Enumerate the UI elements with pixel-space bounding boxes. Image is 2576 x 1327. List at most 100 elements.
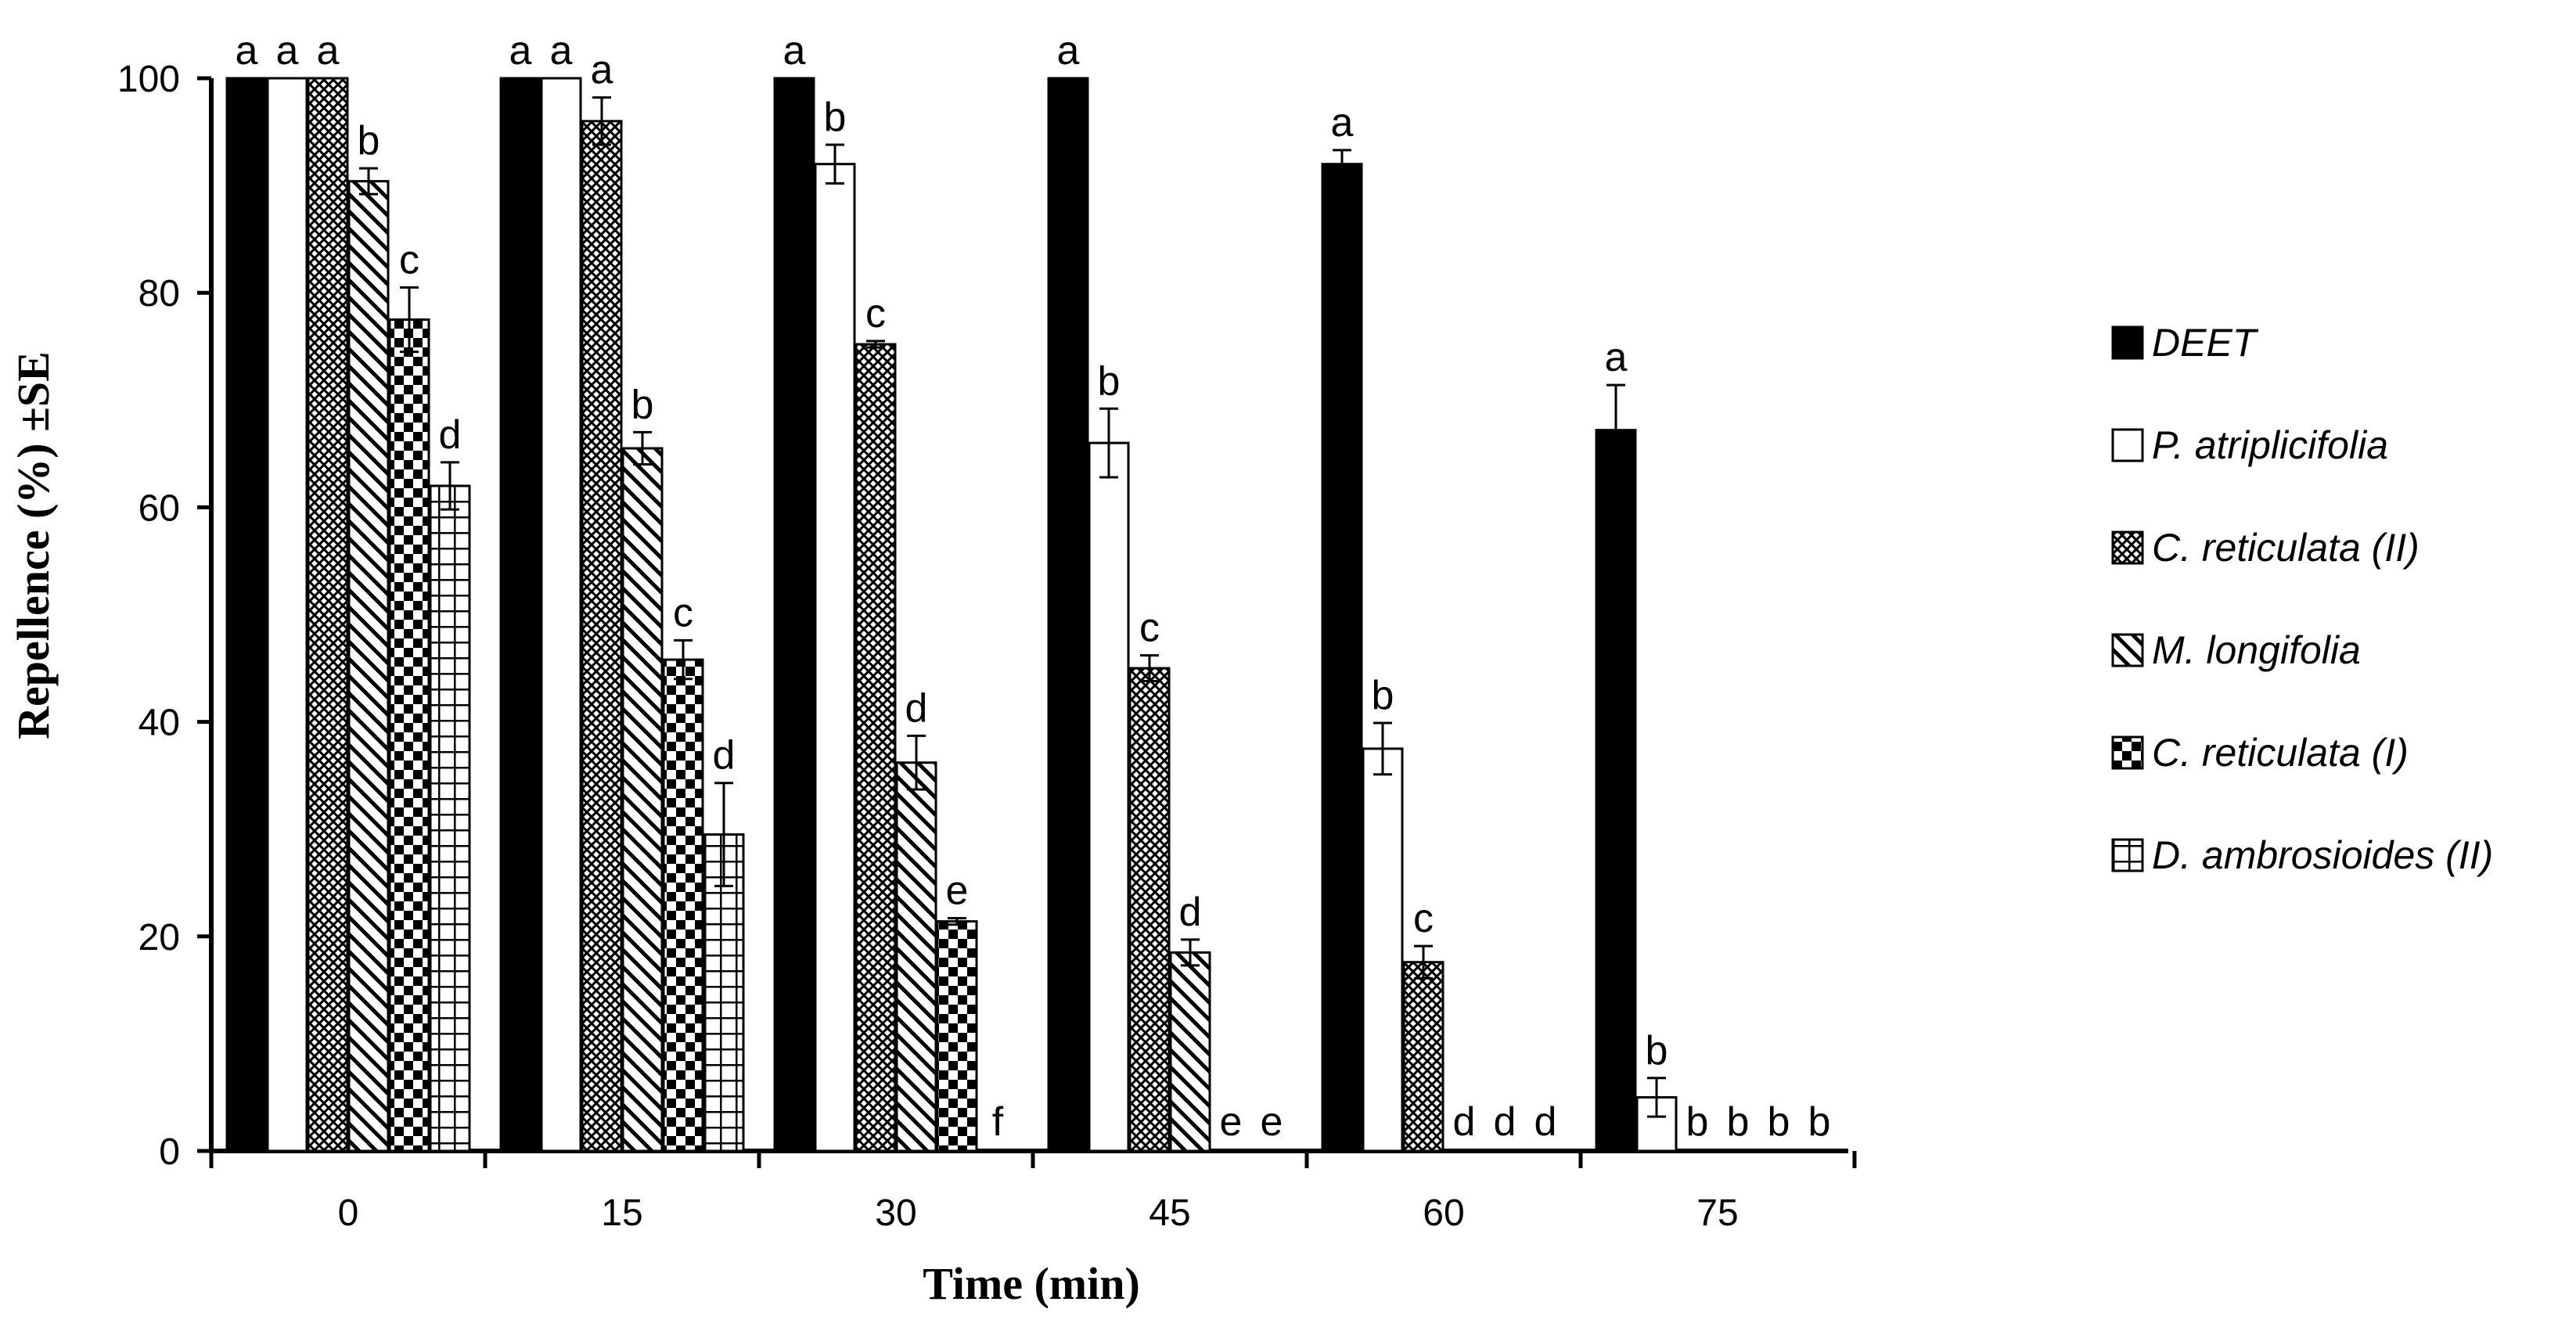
bar-p-atriplicifolia-t0 (266, 77, 308, 1153)
bar-p-atriplicifolia-t60 (1362, 747, 1404, 1153)
error-bar-d-ambrosioides-ii-t15 (714, 782, 733, 887)
legend-swatch (2111, 735, 2144, 770)
bars-layer (225, 77, 1678, 1153)
sig-letter-c-reticulata-ii-t0: a (317, 28, 340, 74)
error-bar-p-atriplicifolia-t75 (1647, 1077, 1666, 1118)
sig-letter-deet-t45: a (1057, 28, 1080, 74)
error-bar-deet-t60 (1333, 149, 1351, 180)
sig-letter-deet-t30: a (783, 28, 806, 74)
y-tick-label: 20 (139, 917, 180, 958)
bar-deet-t15 (499, 77, 541, 1153)
sig-letter-p-atriplicifolia-t15: a (550, 28, 573, 74)
sig-letter-c-reticulata-ii-t60: c (1413, 896, 1434, 941)
sig-letter-m-longifolia-t75: b (1727, 1099, 1750, 1145)
y-tick-label: 60 (139, 487, 180, 529)
sig-letter-d-ambrosioides-ii-t15: d (713, 733, 736, 779)
bar-c-reticulata-ii-t15 (581, 120, 623, 1153)
legend-swatch (2111, 530, 2144, 565)
sig-letter-m-longifolia-t15: b (631, 382, 654, 427)
bar-m-longifolia-t15 (621, 447, 664, 1153)
error-bar-c-reticulata-i-t0 (400, 286, 419, 354)
x-tick-label: 75 (1696, 1192, 1738, 1234)
error-bar-c-reticulata-i-t15 (674, 638, 693, 681)
sig-letter-c-reticulata-i-t0: c (399, 237, 419, 282)
legend-label: C. reticulata (I) (2152, 731, 2409, 775)
bar-d-ambrosioides-ii-t15 (703, 833, 745, 1153)
legend-item-deet: DEET (2111, 321, 2259, 365)
error-bar-d-ambrosioides-ii-t0 (441, 461, 459, 511)
bar-c-reticulata-i-t0 (388, 318, 430, 1153)
error-bar-c-reticulata-ii-t60 (1414, 944, 1433, 980)
bar-c-reticulata-i-t30 (936, 920, 978, 1153)
y-tick-label: 100 (117, 59, 180, 100)
error-bar-p-atriplicifolia-t60 (1373, 721, 1392, 776)
error-bar-p-atriplicifolia-t30 (826, 143, 844, 185)
x-tick-label: 30 (875, 1192, 916, 1234)
bar-c-reticulata-ii-t0 (307, 77, 349, 1153)
sig-letter-p-atriplicifolia-t45: b (1098, 358, 1121, 404)
legend-item-d-ambrosioides-ii: D. ambrosioides (II) (2111, 833, 2493, 877)
y-axis: 0 20 40 60 80 100 (117, 59, 214, 1173)
sig-letter-c-reticulata-ii-t30: c (865, 291, 886, 336)
sig-letter-d-ambrosioides-ii-t30: f (992, 1099, 1004, 1145)
sig-letter-m-longifolia-t30: d (905, 685, 928, 731)
bar-p-atriplicifolia-t30 (814, 163, 856, 1153)
bar-m-longifolia-t45 (1169, 951, 1211, 1153)
sig-letter-p-atriplicifolia-t75: b (1646, 1028, 1668, 1073)
bar-d-ambrosioides-ii-t0 (429, 484, 471, 1153)
sig-letter-c-reticulata-ii-t15: a (591, 48, 613, 93)
x-tick-label: 15 (601, 1192, 642, 1234)
legend-label: D. ambrosioides (II) (2152, 833, 2493, 877)
sig-letter-c-reticulata-ii-t45: c (1139, 606, 1160, 651)
legend-swatch (2111, 838, 2144, 872)
sig-letter-p-atriplicifolia-t60: b (1372, 673, 1394, 718)
legend-label: P. atriplicifolia (2152, 423, 2388, 467)
error-bar-deet-t75 (1606, 383, 1625, 476)
sig-letter-m-longifolia-t0: b (358, 118, 380, 164)
legend-swatch (2111, 325, 2144, 360)
bar-deet-t75 (1595, 429, 1637, 1153)
sig-letter-c-reticulata-i-t45: e (1220, 1099, 1243, 1145)
x-tick-label: 0 (338, 1192, 359, 1234)
bar-m-longifolia-t30 (895, 761, 937, 1153)
legend-item-c-reticulata-i: C. reticulata (I) (2111, 731, 2409, 775)
bar-deet-t0 (225, 77, 268, 1153)
legend-label: C. reticulata (II) (2152, 526, 2419, 570)
sig-letter-p-atriplicifolia-t0: a (276, 28, 299, 74)
bar-m-longifolia-t0 (347, 180, 390, 1153)
sig-letter-p-atriplicifolia-t30: b (824, 95, 847, 140)
legend-label: M. longifolia (2152, 628, 2361, 672)
legend-item-c-reticulata-ii: C. reticulata (II) (2111, 526, 2419, 570)
x-axis-title: Time (min) (923, 1258, 1140, 1309)
sig-letter-c-reticulata-i-t30: e (946, 868, 969, 913)
sig-letter-c-reticulata-i-t15: c (673, 590, 693, 635)
sig-letter-c-reticulata-i-t60: d (1494, 1099, 1516, 1145)
x-tick-label: 45 (1149, 1192, 1190, 1234)
legend-swatch (2111, 633, 2144, 667)
bar-deet-t30 (773, 77, 815, 1153)
error-bar-m-longifolia-t45 (1181, 938, 1200, 967)
sig-letter-d-ambrosioides-ii-t45: e (1261, 1099, 1283, 1145)
sig-letter-d-ambrosioides-ii-t0: d (439, 412, 462, 458)
error-bar-c-reticulata-i-t30 (948, 916, 966, 926)
x-tick-label: 60 (1423, 1192, 1464, 1234)
bar-deet-t60 (1321, 163, 1363, 1153)
bar-deet-t45 (1047, 77, 1089, 1153)
bar-c-reticulata-i-t15 (662, 658, 704, 1153)
legend-label: DEET (2152, 321, 2259, 365)
y-tick-label: 40 (139, 703, 180, 744)
sig-letter-deet-t60: a (1331, 100, 1354, 146)
sig-letter-d-ambrosioides-ii-t60: d (1534, 1099, 1557, 1145)
error-bars-layer (359, 96, 1666, 1118)
error-bar-c-reticulata-ii-t45 (1140, 654, 1159, 683)
error-bar-m-longifolia-t15 (633, 430, 652, 466)
error-bar-c-reticulata-ii-t30 (866, 340, 885, 349)
error-bar-c-reticulata-ii-t15 (592, 96, 611, 146)
sig-letter-deet-t0: a (236, 28, 258, 74)
legend: DEET P. atriplicifolia C. reticulata (II) M… (2111, 321, 2493, 877)
sig-letter-m-longifolia-t45: d (1179, 890, 1202, 935)
bar-c-reticulata-ii-t45 (1128, 667, 1171, 1153)
sig-letter-c-reticulata-ii-t75: b (1686, 1099, 1709, 1145)
